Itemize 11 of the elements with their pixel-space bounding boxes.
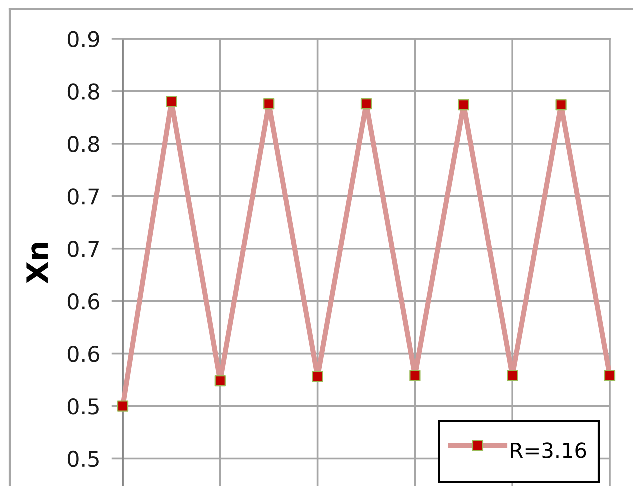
y-tick-label: 0.9: [68, 31, 100, 48]
y-tick-label: 0.5: [68, 398, 99, 415]
y-tick-label: 0.5: [68, 450, 99, 468]
y-tick-label: 0.6: [68, 346, 100, 362]
y-tick-label: 0.7: [68, 188, 99, 205]
y-tick-label: 0.8: [68, 84, 100, 100]
y-tick-label: 0.7: [68, 241, 99, 258]
y-tick-label: 0.8: [68, 136, 100, 152]
y-tick-label: 0.6: [68, 294, 100, 310]
legend-label: R=3.16: [511, 442, 586, 458]
y-axis-title: Xn: [26, 243, 48, 284]
